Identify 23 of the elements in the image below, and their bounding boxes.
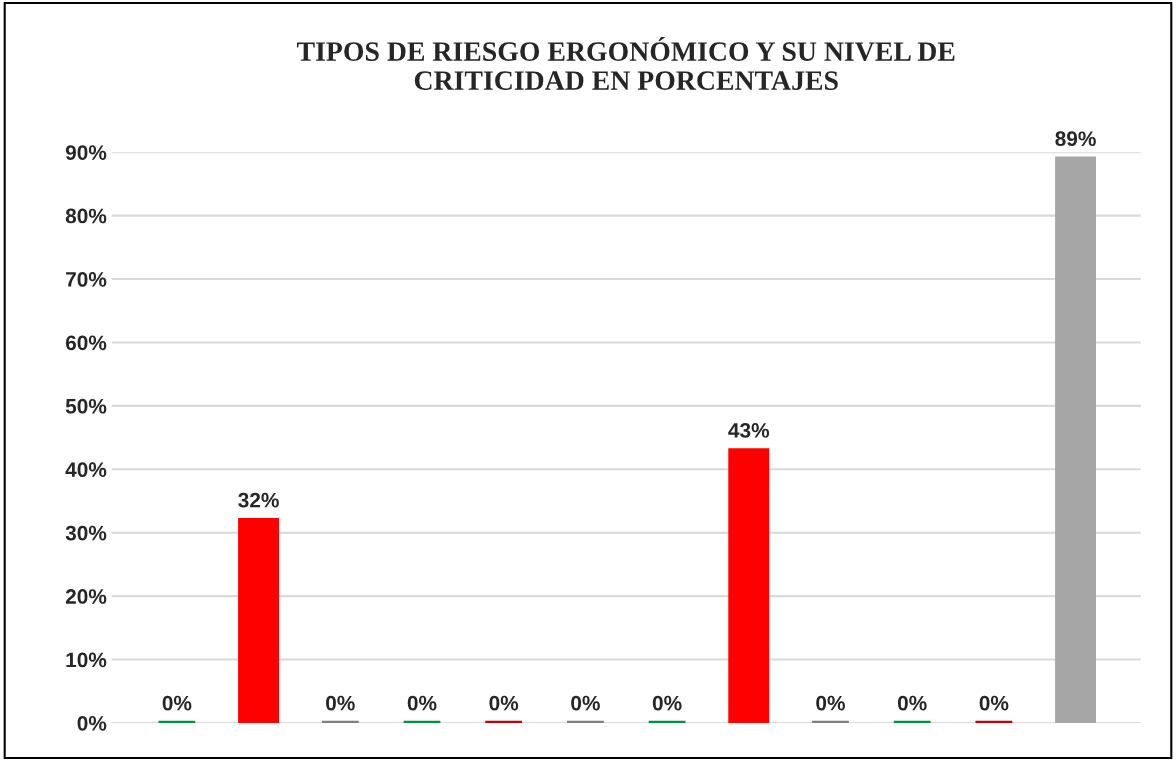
y-tick-label: 70% (66, 272, 107, 287)
y-tick-label: 50% (65, 398, 107, 414)
y-tick-label: 30% (65, 525, 107, 541)
data-label: 0% (652, 695, 682, 711)
y-tick-label: 10% (66, 652, 107, 668)
data-label: 89% (1055, 131, 1096, 147)
data-label: 0% (897, 695, 927, 711)
data-label: 0% (571, 695, 600, 711)
data-label: 43% (728, 423, 770, 438)
y-tick-label: 80% (65, 208, 107, 224)
y-tick-label: 40% (65, 462, 107, 478)
y-tick-label: 60% (65, 335, 107, 351)
y-tick-label: 20% (65, 589, 107, 604)
data-label: 0% (326, 695, 355, 711)
data-label: 32% (238, 492, 279, 508)
data-label: 0% (162, 695, 192, 711)
data-label: 0% (407, 695, 437, 711)
data-label: 0% (816, 695, 845, 711)
data-label: 0% (979, 695, 1009, 711)
y-tick-label: 0% (77, 715, 107, 731)
y-tick-label: 90% (65, 145, 107, 160)
data-label: 0% (489, 695, 519, 711)
chart-title: TIPOS DE RIESGO ERGONÓMICO Y SU NIVEL DE CRITICIDAD EN PORCENTAJES (296, 36, 955, 90)
